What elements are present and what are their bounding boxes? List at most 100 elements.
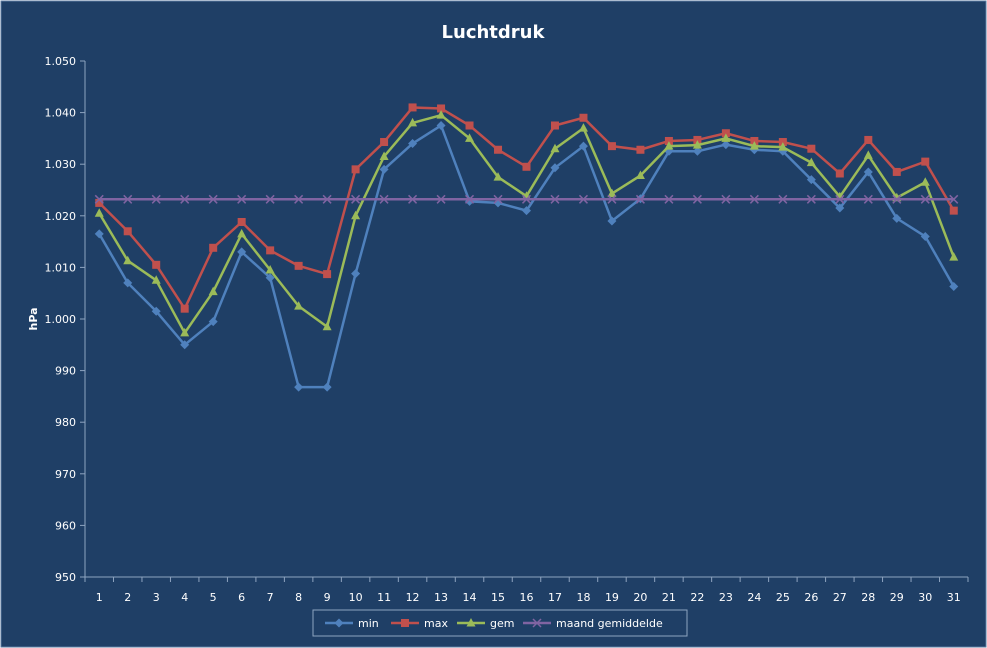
y-tick-label: 1.010 — [45, 261, 77, 274]
data-point-min — [294, 382, 304, 392]
data-point-min — [607, 216, 617, 226]
y-tick-label: 1.000 — [45, 313, 77, 326]
legend-marker-min — [334, 618, 344, 628]
data-point-max — [494, 145, 503, 154]
data-point-maand-gemiddelde — [208, 194, 218, 204]
x-tick-label: 17 — [548, 591, 562, 604]
x-tick-label: 22 — [690, 591, 704, 604]
data-point-maand-gemiddelde — [635, 194, 645, 204]
data-point-gem — [322, 321, 332, 331]
data-point-max — [95, 198, 104, 207]
series-layer — [94, 103, 959, 392]
x-tick-label: 27 — [833, 591, 847, 604]
data-point-maand-gemiddelde — [664, 194, 674, 204]
legend-label-max: max — [424, 617, 448, 630]
data-point-max — [778, 138, 787, 147]
axes: 950 960 970 980 990 1.000 1.010 1.020 1.030 1.040… — [45, 55, 969, 604]
data-point-gem — [721, 133, 731, 142]
data-point-gem — [806, 157, 816, 167]
x-tick-label: 3 — [153, 591, 160, 604]
data-point-max — [921, 157, 930, 166]
data-point-gem — [436, 110, 446, 119]
data-point-maand-gemiddelde — [180, 194, 190, 204]
data-point-max — [237, 217, 246, 226]
data-point-gem — [664, 141, 674, 150]
legend-label-min: min — [358, 617, 379, 630]
legend-label-gem: gem — [490, 617, 514, 630]
data-point-min — [806, 175, 816, 185]
series-min — [94, 121, 959, 392]
data-point-max — [323, 270, 332, 279]
data-point-min — [237, 247, 247, 257]
x-tick-label: 2 — [124, 591, 131, 604]
y-tick-label: 980 — [55, 416, 76, 429]
data-point-min — [265, 273, 275, 283]
data-point-max — [892, 167, 901, 176]
data-point-maand-gemiddelde — [123, 194, 133, 204]
data-point-max — [750, 136, 759, 145]
data-point-max — [807, 144, 816, 153]
data-point-max — [152, 260, 161, 269]
data-point-gem — [920, 177, 930, 186]
legend-marker-max — [401, 619, 409, 627]
x-tick-label: 8 — [295, 591, 302, 604]
data-point-maand-gemiddelde — [322, 194, 332, 204]
data-point-maand-gemiddelde — [806, 194, 816, 204]
y-tick-label: 1.040 — [45, 107, 77, 120]
data-point-max — [664, 136, 673, 145]
data-point-gem — [578, 123, 588, 132]
legend: min max gem maand gemiddelde — [312, 609, 688, 637]
x-tick-label: 11 — [377, 591, 391, 604]
data-point-min — [835, 203, 845, 213]
data-point-maand-gemiddelde — [920, 194, 930, 204]
data-point-max — [607, 142, 616, 151]
data-point-maand-gemiddelde — [550, 194, 560, 204]
data-point-min — [379, 164, 389, 174]
series-gem — [94, 110, 959, 337]
data-point-maand-gemiddelde — [151, 194, 161, 204]
data-point-max — [408, 103, 417, 112]
data-point-maand-gemiddelde — [721, 194, 731, 204]
data-point-gem — [265, 264, 275, 274]
x-tick-label: 14 — [463, 591, 477, 604]
data-point-max — [465, 121, 474, 130]
legend-marker-maand-gemiddelde — [532, 618, 542, 628]
data-point-min — [322, 382, 332, 392]
x-tick-label: 5 — [210, 591, 217, 604]
data-point-gem — [237, 228, 247, 238]
data-point-gem — [94, 208, 104, 217]
data-point-maand-gemiddelde — [892, 194, 902, 204]
data-point-min — [208, 317, 218, 327]
y-tick-label: 1.030 — [45, 158, 77, 171]
data-point-max — [835, 169, 844, 178]
x-tick-label: 25 — [776, 591, 790, 604]
legend-box — [312, 609, 688, 637]
x-tick-label: 10 — [349, 591, 363, 604]
data-point-min — [522, 206, 531, 216]
x-tick-label: 16 — [520, 591, 534, 604]
data-point-maand-gemiddelde — [749, 194, 759, 204]
data-point-max — [864, 135, 873, 144]
y-tick-label: 950 — [55, 571, 76, 584]
data-point-min — [550, 163, 560, 173]
data-point-maand-gemiddelde — [237, 194, 247, 204]
x-tick-label: 1 — [96, 591, 103, 604]
data-point-min — [949, 281, 959, 291]
data-point-maand-gemiddelde — [835, 194, 845, 204]
x-tick-label: 9 — [324, 591, 331, 604]
data-point-min — [863, 167, 873, 177]
data-point-max — [693, 135, 702, 144]
x-tick-label: 31 — [947, 591, 961, 604]
x-tick-label: 29 — [890, 591, 904, 604]
x-tick-label: 4 — [181, 591, 188, 604]
data-point-gem — [493, 172, 503, 181]
data-point-gem — [863, 150, 873, 159]
y-tick-label: 960 — [55, 519, 76, 532]
x-tick-label: 28 — [861, 591, 875, 604]
data-point-max — [294, 261, 303, 270]
x-tick-label: 23 — [719, 591, 733, 604]
data-point-gem — [635, 170, 645, 180]
x-tick-label: 24 — [747, 591, 761, 604]
data-point-maand-gemiddelde — [294, 194, 304, 204]
